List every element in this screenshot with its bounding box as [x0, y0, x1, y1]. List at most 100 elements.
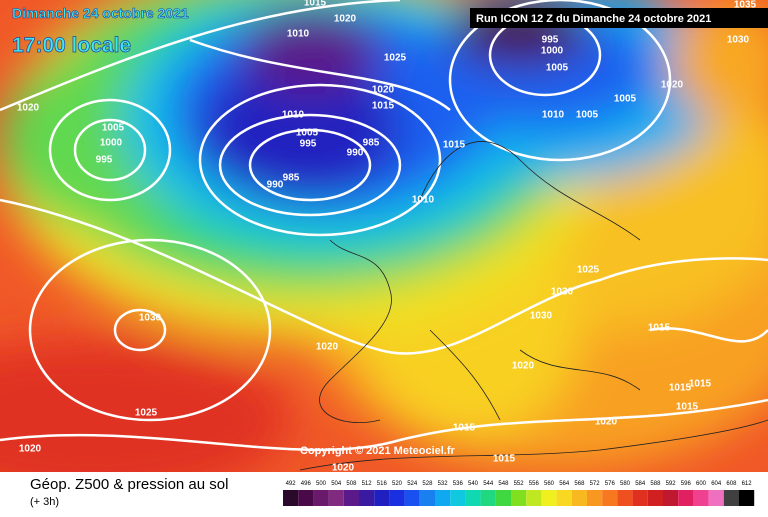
coastlines: [299, 141, 768, 471]
colorbar-label: 544: [483, 481, 494, 487]
colorbar-label: 560: [544, 481, 555, 487]
colorbar-label: 568: [574, 481, 585, 487]
colorbar-label: 508: [346, 481, 357, 487]
isobar-label: 1000: [100, 138, 123, 149]
color-swatch: [708, 490, 724, 506]
colorbar-label: 576: [605, 481, 616, 487]
isobar-label: 1015: [372, 101, 395, 112]
color-swatch: [587, 490, 603, 506]
copyright: Copyright © 2021 Meteociel.fr: [300, 445, 456, 457]
isobar-label: 1030: [139, 313, 162, 324]
color-swatch: [723, 490, 739, 506]
isobar-label: 1015: [493, 454, 516, 465]
isobar-label: 1020: [316, 342, 339, 353]
isobar-label: 1005: [614, 94, 637, 105]
colorbar-label: 540: [468, 481, 479, 487]
color-swatch: [526, 490, 542, 506]
color-swatch: [617, 490, 633, 506]
colorbar-label: 516: [377, 481, 388, 487]
isobar-label: 1010: [282, 110, 305, 121]
color-swatch: [678, 490, 694, 506]
isobar-label: 1015: [689, 379, 712, 390]
isobar-label: 1015: [669, 383, 692, 394]
colorbar-label: 612: [742, 481, 753, 487]
colorbar-label: 520: [392, 481, 403, 487]
isobar-label: 1020: [17, 103, 40, 114]
isobar-label: 1010: [412, 195, 435, 206]
color-swatch: [693, 490, 709, 506]
color-swatch: [495, 490, 511, 506]
isobar-label: 1010: [287, 29, 310, 40]
color-swatch: [435, 490, 451, 506]
color-swatch: [647, 490, 663, 506]
colorbar-label: 552: [514, 481, 525, 487]
isobar-label: 1025: [135, 408, 158, 419]
isobar-label: 1035: [734, 0, 757, 11]
time-label: 17:00 locale: [12, 34, 131, 57]
colorbar-label: 608: [726, 481, 737, 487]
colorbar-label: 592: [666, 481, 677, 487]
isobar-label: 985: [283, 173, 300, 184]
isobar-labels: 1035 1015 1020 1010 1025 995 1000 1005 1030 1020 1…: [17, 0, 757, 474]
color-swatch: [298, 490, 314, 506]
isobar-label: 1020: [334, 14, 357, 25]
color-swatch: [739, 490, 755, 506]
isobar-label: 995: [300, 139, 317, 150]
colorbar-label: 492: [286, 481, 297, 487]
colorbar-label: 548: [498, 481, 509, 487]
color-swatch: [359, 490, 375, 506]
isobar-label: 995: [96, 155, 113, 166]
colorbar-label: 596: [681, 481, 692, 487]
color-swatch: [404, 490, 420, 506]
colorbar-label: 564: [559, 481, 570, 487]
isobar-label: 1030: [727, 35, 750, 46]
colorbar-label: 500: [316, 481, 327, 487]
run-box: [470, 8, 768, 28]
isobar-label: 1015: [648, 323, 671, 334]
color-swatch: [556, 490, 572, 506]
colorbar-label: 556: [529, 481, 540, 487]
color-swatch: [313, 490, 329, 506]
color-swatch: [602, 490, 618, 506]
colorbar-label: 584: [635, 481, 646, 487]
color-swatch: [511, 490, 527, 506]
isobar-label: 1015: [443, 140, 466, 151]
isobar-label: 1005: [296, 128, 319, 139]
color-swatch: [571, 490, 587, 506]
isobar-label: 1025: [384, 53, 407, 64]
isobar-label: 1020: [19, 444, 42, 455]
color-swatch: [663, 490, 679, 506]
colorbar-label: 600: [696, 481, 707, 487]
color-swatch: [389, 490, 405, 506]
colorbar-label: 588: [650, 481, 661, 487]
run-label: Run ICON 12 Z du Dimanche 24 octobre 202…: [476, 13, 711, 25]
isobar-label: 1005: [576, 110, 599, 121]
colorbar-label: 536: [453, 481, 464, 487]
colorbar-label: 604: [711, 481, 722, 487]
isobar-label: 995: [542, 35, 559, 46]
color-swatch: [283, 490, 299, 506]
isobar-label: 1005: [102, 123, 125, 134]
color-swatch: [419, 490, 435, 506]
isobar-label: 1015: [676, 402, 699, 413]
isobar-label: 985: [363, 138, 380, 149]
colorbar-label: 532: [438, 481, 449, 487]
isobar-label: 1020: [661, 80, 684, 91]
isobar-label: 1020: [595, 417, 618, 428]
colorbar: 492 496 500 504 508 512 516 520 524 528 532 536 540 5…: [283, 481, 755, 506]
colorbar-label: 504: [331, 481, 342, 487]
color-swatch: [465, 490, 481, 506]
map: 1035 1015 1020 1010 1025 995 1000 1005 1030 1020 1…: [0, 0, 768, 474]
isobar-label: 1010: [542, 110, 565, 121]
isobar-label: 1015: [453, 423, 476, 434]
color-swatch: [480, 490, 496, 506]
isobars: [0, 0, 768, 452]
isobar-label: 1020: [512, 361, 535, 372]
colorbar-label: 580: [620, 481, 631, 487]
isobar-label: 1030: [551, 287, 574, 298]
colorbar-label: 572: [590, 481, 601, 487]
color-swatch: [328, 490, 344, 506]
isobar-label: 1020: [332, 463, 355, 474]
colorbar-label: 524: [407, 481, 418, 487]
